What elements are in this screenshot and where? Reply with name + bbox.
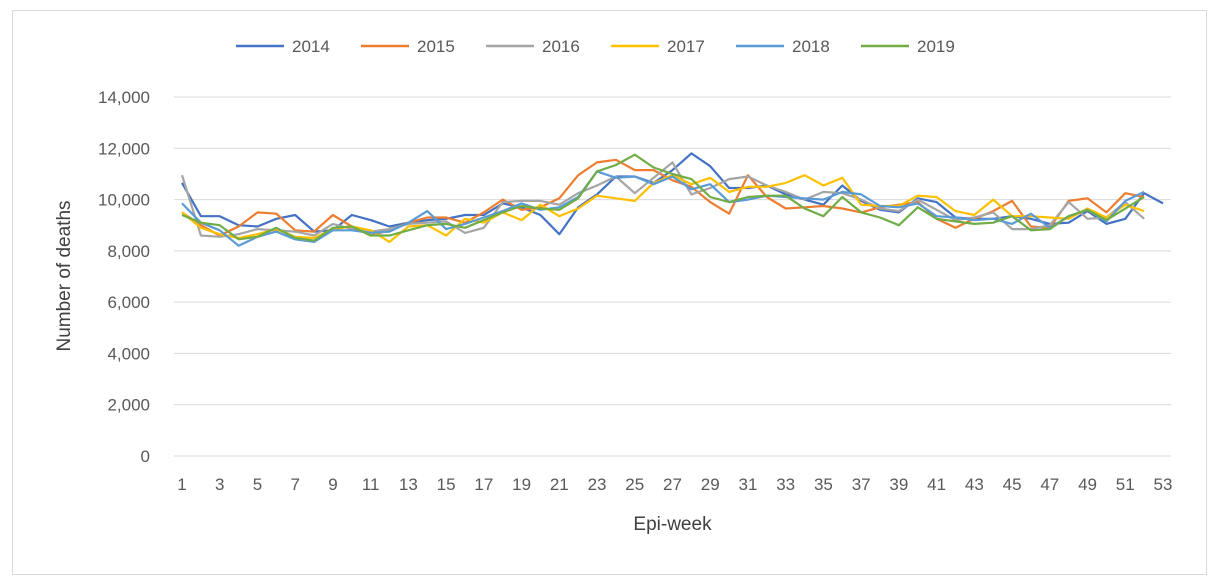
legend-label: 2014: [292, 37, 330, 56]
y-tick-label: 4,000: [107, 344, 150, 363]
x-tick-label: 39: [889, 475, 908, 494]
gridlines: [174, 96, 1171, 457]
legend-label: 2018: [792, 37, 830, 56]
y-tick-label: 0: [141, 447, 150, 466]
x-tick-label: 5: [253, 475, 262, 494]
x-tick-label: 33: [776, 475, 795, 494]
series-lines: [180, 152, 1164, 247]
x-tick-labels: 1 3 5 7 9 11 13 15 17 19 21 23 25 27 29 31 33 35 37 39 41 43 4…: [177, 475, 1172, 494]
y-axis-title: Number of deaths: [54, 200, 75, 351]
x-tick-label: 21: [550, 475, 569, 494]
y-tick-labels: 0 2,000 4,000 6,000 8,000 10,000 12,000 14,000: [98, 88, 150, 466]
x-tick-label: 37: [852, 475, 871, 494]
x-tick-label: 1: [177, 475, 186, 494]
x-tick-label: 23: [588, 475, 607, 494]
chart-frame: [12, 10, 1207, 575]
x-tick-label: 51: [1116, 475, 1135, 494]
y-tick-label: 2,000: [107, 396, 150, 415]
x-tick-label: 17: [474, 475, 493, 494]
x-tick-label: 53: [1154, 475, 1173, 494]
x-tick-label: 9: [328, 475, 337, 494]
x-tick-label: 29: [701, 475, 720, 494]
y-tick-label: 8,000: [107, 242, 150, 261]
x-tick-label: 15: [437, 475, 456, 494]
x-tick-label: 41: [927, 475, 946, 494]
series-line-2018: [181, 170, 1145, 247]
x-tick-label: 49: [1078, 475, 1097, 494]
x-tick-label: 19: [512, 475, 531, 494]
y-tick-label: 12,000: [98, 139, 150, 158]
x-tick-label: 47: [1040, 475, 1059, 494]
x-tick-label: 3: [215, 475, 224, 494]
series-line-2019: [181, 153, 1145, 242]
x-tick-label: 45: [1003, 475, 1022, 494]
x-tick-label: 31: [739, 475, 758, 494]
x-tick-label: 25: [625, 475, 644, 494]
x-tick-label: 43: [965, 475, 984, 494]
legend-label: 2015: [417, 37, 455, 56]
y-tick-label: 10,000: [98, 191, 150, 210]
x-tick-label: 13: [399, 475, 418, 494]
x-tick-label: 35: [814, 475, 833, 494]
legend-label: 2019: [917, 37, 955, 56]
x-axis-title: Epi-week: [633, 514, 712, 535]
x-tick-label: 11: [362, 475, 380, 494]
legend: 2014 2015 2016 2017 2018 2019: [236, 37, 955, 56]
legend-label: 2016: [542, 37, 580, 56]
y-tick-label: 6,000: [107, 293, 150, 312]
x-tick-label: 27: [663, 475, 682, 494]
x-tick-label: 7: [290, 475, 299, 494]
legend-label: 2017: [667, 37, 705, 56]
y-tick-label: 14,000: [98, 88, 150, 107]
